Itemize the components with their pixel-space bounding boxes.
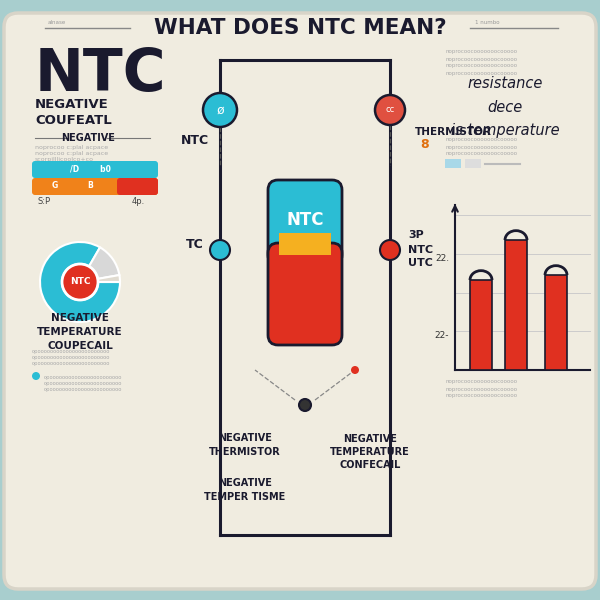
Text: noprocoocooooooocooooo: noprocoocooooooocooooo <box>445 394 517 398</box>
Text: UTC: UTC <box>408 258 433 268</box>
Text: resistance
dece
is temperature: resistance dece is temperature <box>451 76 559 138</box>
Circle shape <box>351 366 359 374</box>
Circle shape <box>210 240 230 260</box>
Text: G: G <box>52 181 58 191</box>
Text: TC: TC <box>186 238 204 251</box>
Text: scorpilllicoolco+co: scorpilllicoolco+co <box>35 157 94 163</box>
FancyBboxPatch shape <box>268 243 342 345</box>
Text: opooooooooooooooooooooooo: opooooooooooooooooooooooo <box>32 355 110 361</box>
Circle shape <box>62 264 98 300</box>
Bar <box>470 280 492 370</box>
Text: WHAT DOES NTC MEAN?: WHAT DOES NTC MEAN? <box>154 18 446 38</box>
Text: NEGATIVE
TEMPERATURE
CONFECAIL: NEGATIVE TEMPERATURE CONFECAIL <box>330 434 410 470</box>
FancyBboxPatch shape <box>32 178 158 195</box>
Text: /D        b0: /D b0 <box>70 164 110 173</box>
Text: S:P: S:P <box>38 197 51 206</box>
FancyBboxPatch shape <box>445 159 461 168</box>
FancyBboxPatch shape <box>32 161 158 178</box>
Text: noprocoo c:plal acpace: noprocoo c:plal acpace <box>35 151 108 157</box>
Text: B: B <box>87 181 93 191</box>
Text: NTC: NTC <box>286 211 324 229</box>
Text: opooooooooooooooooooooooo: opooooooooooooooooooooooo <box>44 376 122 380</box>
Bar <box>545 275 567 370</box>
FancyBboxPatch shape <box>4 13 596 589</box>
Text: 22-: 22- <box>434 331 449 340</box>
Circle shape <box>380 240 400 260</box>
Bar <box>505 240 527 370</box>
Text: opooooooooooooooooooooooo: opooooooooooooooooooooooo <box>32 361 110 367</box>
Circle shape <box>299 399 311 411</box>
Text: noprocoocooooooocooooo: noprocoocooooooocooooo <box>445 137 517 142</box>
Circle shape <box>375 95 405 125</box>
Text: noprocoo c:plal acpace: noprocoo c:plal acpace <box>35 145 108 151</box>
Text: noprocoocooooooocooooo: noprocoocooooooocooooo <box>445 379 517 385</box>
Circle shape <box>203 93 237 127</box>
Text: 22.: 22. <box>435 254 449 263</box>
Text: NTC: NTC <box>70 277 90 286</box>
Text: noprocoocooooooocooooo: noprocoocooooooocooooo <box>445 151 517 155</box>
Circle shape <box>32 372 40 380</box>
Text: 8: 8 <box>420 139 428 151</box>
Text: opooooooooooooooooooooooo: opooooooooooooooooooooooo <box>44 382 122 386</box>
Text: NEGATIVE
TEMPERATURE
COUPECAIL: NEGATIVE TEMPERATURE COUPECAIL <box>37 313 123 351</box>
Text: noprocoocooooooocooooo: noprocoocooooooocooooo <box>445 145 517 149</box>
Text: 3P: 3P <box>408 230 424 240</box>
Text: opooooooooooooooooooooooo: opooooooooooooooooooooooo <box>44 388 122 392</box>
FancyBboxPatch shape <box>117 178 158 195</box>
Text: cc: cc <box>385 106 395 115</box>
Text: noprocoocooooooocooooo: noprocoocooooooocooooo <box>445 64 517 68</box>
Text: noprocoocooooooocooooo: noprocoocooooooocooooo <box>445 70 517 76</box>
Wedge shape <box>98 275 120 282</box>
Text: NTC: NTC <box>35 46 167 103</box>
FancyBboxPatch shape <box>465 159 481 168</box>
Text: NTC: NTC <box>408 245 433 255</box>
Text: NTC: NTC <box>181 133 209 146</box>
FancyBboxPatch shape <box>268 180 342 265</box>
Text: opooooooooooooooooooooooo: opooooooooooooooooooooooo <box>32 349 110 355</box>
Text: noprocoocooooooocooooo: noprocoocooooooocooooo <box>445 56 517 61</box>
Text: NEGATIVE
TEMPER TISME: NEGATIVE TEMPER TISME <box>205 478 286 502</box>
Text: 1 numbo: 1 numbo <box>475 20 500 25</box>
Text: NEGATIVE
THERMISTOR: NEGATIVE THERMISTOR <box>209 433 281 457</box>
Text: 4p.: 4p. <box>132 197 145 206</box>
Text: NEGATIVE: NEGATIVE <box>61 133 115 143</box>
Text: noprocoocooooooocooooo: noprocoocooooooocooooo <box>445 49 517 55</box>
Wedge shape <box>89 247 119 279</box>
Text: ø: ø <box>216 103 224 116</box>
Text: noprocoocooooooocooooo: noprocoocooooooocooooo <box>445 386 517 391</box>
Bar <box>279 233 331 255</box>
Text: alnase: alnase <box>48 20 66 25</box>
Text: THERMISTOR: THERMISTOR <box>415 127 492 137</box>
Text: NEGATIVE
COUFEATL: NEGATIVE COUFEATL <box>35 97 112 127</box>
Wedge shape <box>40 242 120 322</box>
